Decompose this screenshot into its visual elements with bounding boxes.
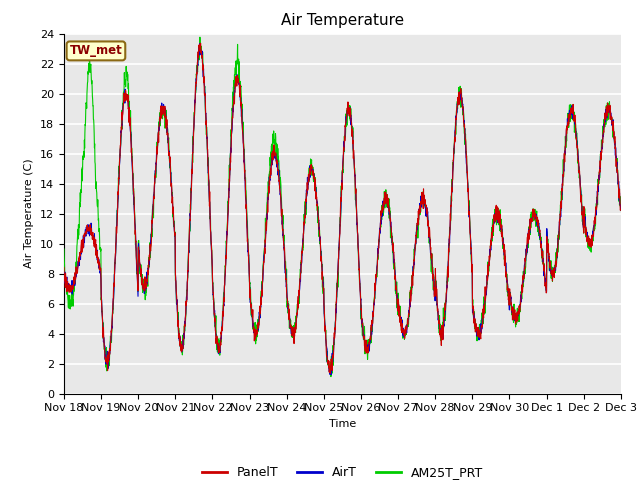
Title: Air Temperature: Air Temperature [281, 13, 404, 28]
Y-axis label: Air Temperature (C): Air Temperature (C) [24, 159, 35, 268]
Text: TW_met: TW_met [70, 44, 122, 58]
X-axis label: Time: Time [329, 419, 356, 429]
Legend: PanelT, AirT, AM25T_PRT: PanelT, AirT, AM25T_PRT [196, 461, 488, 480]
